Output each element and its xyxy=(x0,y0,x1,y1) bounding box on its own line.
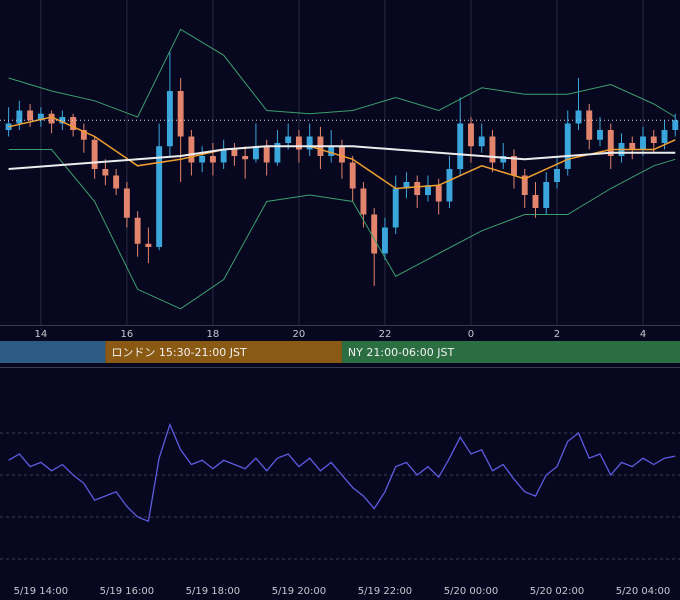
candle-body xyxy=(70,117,77,130)
x-tick-label: 5/20 00:00 xyxy=(444,586,498,597)
candle-body xyxy=(252,146,259,160)
x-tick-label: 5/20 02:00 xyxy=(530,586,584,597)
candle-body xyxy=(661,130,668,143)
candle-body xyxy=(607,130,614,156)
overlay-line xyxy=(8,149,676,310)
oscillator-pane xyxy=(0,422,680,560)
candle-body xyxy=(338,146,345,163)
candle-body xyxy=(242,156,249,160)
session-label: NY 21:00-06:00 JST xyxy=(348,346,455,359)
candle-body xyxy=(543,182,550,208)
candle-body xyxy=(156,146,163,247)
candle-body xyxy=(349,162,356,189)
candle-body xyxy=(371,214,378,254)
x-tick-label: 20 xyxy=(293,329,306,340)
candle-body xyxy=(457,123,464,169)
candle-body xyxy=(629,143,636,150)
candle-body xyxy=(177,91,184,137)
x-tick-label: 5/19 22:00 xyxy=(358,586,412,597)
x-tick-label: 5/19 14:00 xyxy=(14,586,68,597)
candle-body xyxy=(478,136,485,147)
axes: 14 16 18 20 22 0 2 4 ロンドン 15:30-21:00 JST NY 21:0… xyxy=(0,329,680,597)
candle-body xyxy=(586,110,593,140)
candle-body xyxy=(640,136,646,150)
candle-body xyxy=(102,169,109,176)
x-tick-label: 0 xyxy=(468,329,474,340)
candle-body xyxy=(166,91,173,147)
candle-body xyxy=(597,130,603,140)
candle-body xyxy=(500,156,507,163)
candle-body xyxy=(446,169,453,202)
overlay-line xyxy=(8,116,676,190)
x-tick-label: 5/19 20:00 xyxy=(272,586,326,597)
candle-body xyxy=(274,143,281,163)
x-tick-label: 18 xyxy=(207,329,220,340)
overlay-line xyxy=(8,145,676,170)
candle-body xyxy=(295,136,302,150)
candle-body xyxy=(145,243,152,247)
oscillator-line xyxy=(8,422,676,523)
candle-body xyxy=(285,136,292,143)
candle-body xyxy=(468,123,474,147)
candle-body xyxy=(360,188,367,215)
price-pane xyxy=(0,0,680,325)
candle-body xyxy=(209,156,216,163)
candle-body xyxy=(80,130,87,140)
candle-body xyxy=(123,188,130,218)
x-tick-label: 16 xyxy=(121,329,134,340)
x-tick-label: 22 xyxy=(379,329,392,340)
candle-body xyxy=(425,185,431,195)
candle-body xyxy=(435,185,442,202)
x-tick-label: 4 xyxy=(640,329,646,340)
candle-body xyxy=(672,120,679,130)
candle-body xyxy=(306,136,313,150)
x-tick-label: 5/19 16:00 xyxy=(100,586,154,597)
candle-body xyxy=(511,156,517,176)
candle-body xyxy=(48,113,55,124)
candle-body xyxy=(328,146,335,156)
candle-body xyxy=(521,175,528,195)
x-tick-label: 5/20 04:00 xyxy=(616,586,670,597)
candle-body xyxy=(188,136,195,163)
candle-body xyxy=(403,182,410,189)
session-label: ロンドン 15:30-21:00 JST xyxy=(111,346,247,359)
candle-body xyxy=(199,156,206,163)
candle-body xyxy=(16,110,23,124)
candle-body xyxy=(91,139,98,169)
x-tick-label: 5/19 18:00 xyxy=(186,586,240,597)
candle-body xyxy=(554,169,560,182)
session-bar xyxy=(0,341,106,363)
session-bar xyxy=(341,341,680,363)
candle-body xyxy=(414,182,421,195)
candle-body xyxy=(532,195,539,208)
session-bar xyxy=(105,341,342,363)
candle-body xyxy=(27,110,34,121)
candle-body xyxy=(113,175,120,189)
candle-body xyxy=(392,188,399,228)
overlay-line xyxy=(8,28,676,118)
candle-body xyxy=(564,123,571,169)
candle-body xyxy=(220,149,227,163)
candle-body xyxy=(231,149,238,156)
x-tick-label: 14 xyxy=(34,329,47,340)
candle-body xyxy=(650,136,657,143)
candle-body xyxy=(381,227,388,254)
candle-body xyxy=(575,110,582,124)
candle-body xyxy=(263,146,270,163)
candle-body xyxy=(59,117,66,124)
candle-body xyxy=(37,113,44,121)
x-tick-label: 2 xyxy=(554,329,560,340)
candle-body xyxy=(134,217,141,244)
candle-body xyxy=(489,136,496,163)
